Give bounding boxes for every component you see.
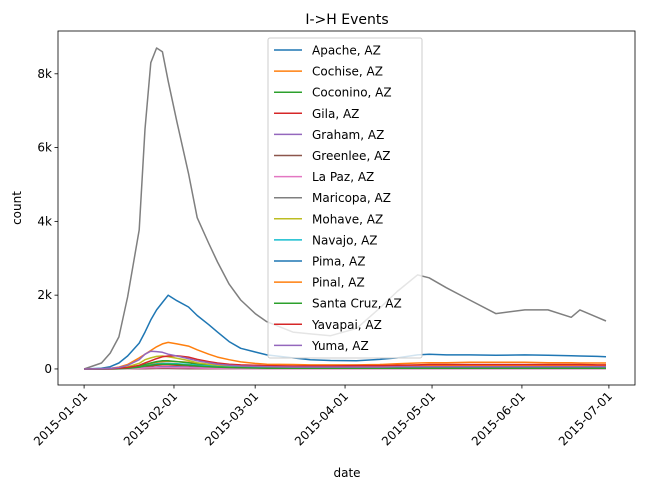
- legend-label: Yuma, AZ: [311, 339, 369, 353]
- y-tick-label: 0: [44, 362, 52, 376]
- chart-title: I->H Events: [305, 12, 388, 28]
- legend-label: Yavapai, AZ: [311, 318, 382, 332]
- legend-label: Coconino, AZ: [312, 86, 392, 100]
- legend-label: Graham, AZ: [312, 128, 384, 142]
- y-tick-label: 8k: [37, 67, 52, 81]
- legend: Apache, AZ Cochise, AZ Coconino, AZ Gila, A…: [267, 37, 423, 359]
- y-axis-label: count: [10, 191, 24, 225]
- legend-label: Pima, AZ: [312, 255, 365, 269]
- legend-label: Gila, AZ: [312, 107, 359, 121]
- x-axis-label: date: [333, 466, 360, 480]
- legend-label: Santa Cruz, AZ: [312, 297, 402, 311]
- legend-label: Greenlee, AZ: [312, 149, 391, 163]
- legend-label: Apache, AZ: [312, 44, 381, 58]
- plot-area: [83, 47, 607, 370]
- series-line-14: [84, 350, 606, 370]
- series-line-10: [84, 294, 607, 370]
- x-tick-label: 2015-05-01: [379, 389, 438, 448]
- axes-frame: [57, 30, 636, 386]
- legend-box: [267, 37, 423, 359]
- x-tick-label: 2015-04-01: [292, 389, 351, 448]
- y-tick-label: 6k: [37, 141, 52, 155]
- legend-label: Cochise, AZ: [312, 65, 383, 79]
- series-line-13: [84, 354, 606, 370]
- legend-label: La Paz, AZ: [312, 170, 374, 184]
- legend-label: Mohave, AZ: [312, 212, 383, 226]
- x-tick-label: 2015-02-01: [121, 389, 180, 448]
- y-tick-label: 4k: [37, 214, 52, 228]
- legend-label: Pinal, AZ: [312, 276, 365, 290]
- x-tick-label: 2015-07-01: [556, 389, 615, 448]
- x-tick-label: 2015-06-01: [469, 389, 528, 448]
- x-tick-label: 2015-03-01: [202, 389, 261, 448]
- x-tick-label: 2015-01-01: [31, 389, 90, 448]
- y-tick-label: 2k: [37, 288, 52, 302]
- legend-label: Navajo, AZ: [312, 233, 378, 247]
- legend-label: Maricopa, AZ: [312, 191, 391, 205]
- series-line-12: [84, 363, 606, 370]
- series-line-7: [83, 47, 607, 370]
